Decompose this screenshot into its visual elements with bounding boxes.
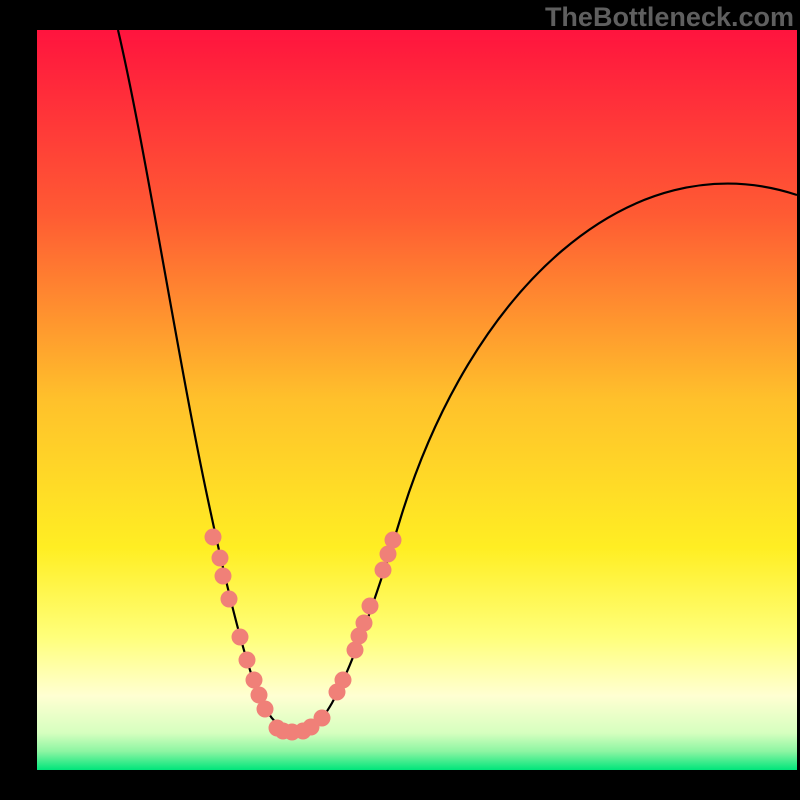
data-marker	[314, 710, 331, 727]
data-marker	[205, 529, 222, 546]
data-marker	[385, 532, 402, 549]
data-marker	[239, 652, 256, 669]
data-marker	[335, 672, 352, 689]
watermark-text: TheBottleneck.com	[545, 2, 794, 33]
chart-overlay	[0, 0, 800, 800]
data-marker	[212, 550, 229, 567]
data-marker	[356, 615, 373, 632]
chart-frame: TheBottleneck.com	[0, 0, 800, 800]
data-marker	[246, 672, 263, 689]
data-marker	[362, 598, 379, 615]
data-marker	[221, 591, 238, 608]
data-marker	[215, 568, 232, 585]
data-marker	[232, 629, 249, 646]
data-marker	[375, 562, 392, 579]
data-marker	[257, 701, 274, 718]
bottleneck-curve	[118, 30, 797, 732]
